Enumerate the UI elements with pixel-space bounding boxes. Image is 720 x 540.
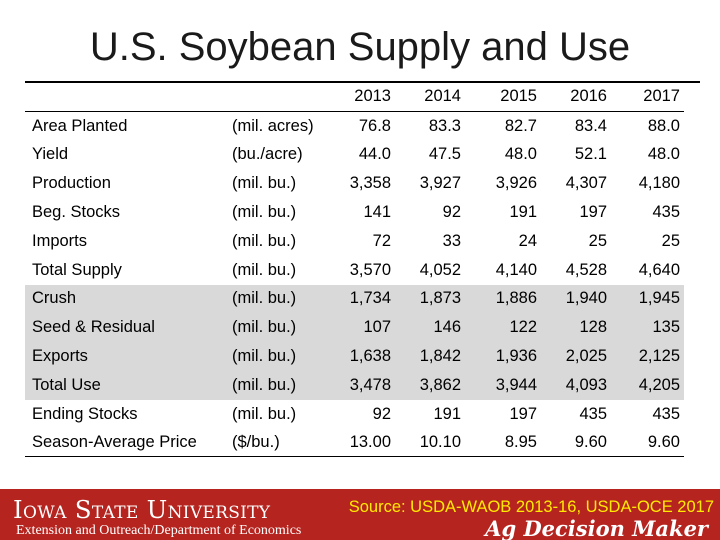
table-cell-value: 2,125 [611, 342, 684, 371]
row-label: Area Planted [32, 116, 128, 135]
table-cell-value: 48.0 [504, 145, 537, 164]
table-cell-value: 3,944 [465, 370, 541, 400]
table-cell-value: 197 [509, 404, 537, 423]
table-cell-value: 52.1 [574, 145, 607, 164]
table-cell-value: 128 [541, 313, 611, 343]
table-cell-value: 141 [363, 203, 391, 222]
table-cell-value: 92 [372, 404, 391, 423]
row-unit: (mil. bu.) [218, 313, 327, 343]
table-cell-value: 24 [518, 231, 537, 250]
row-label: Seed & Residual [25, 313, 218, 343]
table-cell-value: 197 [579, 203, 607, 222]
table-cell-value: 4,093 [541, 370, 611, 400]
table-cell-value: 47.5 [428, 145, 461, 164]
table-cell-value: 4,052 [419, 260, 461, 279]
table-cell-value: 72 [372, 231, 391, 250]
table-cell-value: 3,927 [419, 174, 461, 193]
table-cell-value: 191 [433, 404, 461, 423]
year-header: 2013 [327, 83, 395, 112]
row-unit: (bu./acre) [232, 145, 303, 164]
table-cell-value: 9.60 [611, 429, 684, 458]
year-header: 2015 [465, 83, 541, 112]
table-cell-value: 1,734 [327, 284, 395, 314]
table-cell-value: 10.10 [395, 429, 465, 458]
table-cell-value: 3,926 [495, 174, 537, 193]
table-cell-value: 4,180 [638, 174, 680, 193]
table-cell-value: 1,945 [611, 284, 684, 314]
table-cell-value: 1,873 [395, 284, 465, 314]
table-cell-value: 146 [395, 313, 465, 343]
row-unit: (mil. bu.) [218, 284, 327, 314]
table-cell-value: 48.0 [647, 145, 680, 164]
year-header: 2014 [395, 83, 465, 112]
row-label: Ending Stocks [32, 404, 138, 423]
slide-title: U.S. Soybean Supply and Use [89, 25, 631, 69]
table-cell-value: 8.95 [465, 429, 541, 458]
row-unit: (mil. bu.) [232, 174, 297, 193]
ag-decision-maker-logo: Ag Decision Maker [485, 516, 708, 540]
row-label: Beg. Stocks [32, 203, 121, 222]
table-cell-value: 44.0 [358, 145, 391, 164]
table-cell-value: 76.8 [358, 116, 391, 135]
row-unit: (mil. bu.) [232, 203, 297, 222]
table-cell-value: 13.00 [327, 429, 395, 458]
row-label: Crush [25, 284, 218, 314]
table-cell-value: 88.0 [647, 116, 680, 135]
department-text: Extension and Outreach/Department of Eco… [16, 523, 302, 538]
row-label: Total Supply [32, 260, 122, 279]
table-cell-value: 83.3 [428, 116, 461, 135]
header-blank-label [25, 83, 218, 112]
source-note: Source: USDA-WAOB 2013-16, USDA-OCE 2017 [348, 498, 714, 516]
row-unit: (mil. acres) [232, 116, 314, 135]
table-cell-value: 435 [652, 404, 680, 423]
table-cell-value: 3,570 [349, 260, 391, 279]
table-cell-value: 33 [442, 231, 461, 250]
footer-banner: Iowa State University Extension and Outr… [0, 489, 720, 540]
table-cell-value: 82.7 [504, 116, 537, 135]
university-logo-text: Iowa State University [13, 495, 271, 524]
table-cell-value: 1,886 [465, 284, 541, 314]
row-label: Imports [32, 231, 88, 250]
year-header: 2017 [611, 83, 684, 112]
row-unit: (mil. bu.) [218, 342, 327, 371]
table-cell-value: 4,528 [565, 260, 607, 279]
row-unit: ($/bu.) [218, 429, 327, 458]
title-divider [25, 81, 700, 83]
table-cell-value: 1,842 [395, 342, 465, 371]
table-cell-value: 4,140 [495, 260, 537, 279]
table-cell-value: 435 [652, 203, 680, 222]
row-unit: (mil. bu.) [232, 231, 297, 250]
row-label: Total Use [25, 370, 218, 400]
table-cell-value: 1,940 [541, 284, 611, 314]
table-cell-value: 1,936 [465, 342, 541, 371]
table-cell-value: 107 [327, 313, 395, 343]
table-cell-value: 4,640 [638, 260, 680, 279]
table-cell-value: 3,478 [327, 370, 395, 400]
table-cell-value: 135 [611, 313, 684, 343]
table-cell-value: 25 [661, 231, 680, 250]
table-cell-value: 9.60 [541, 429, 611, 458]
table-cell-value: 191 [509, 203, 537, 222]
table-cell-value: 1,638 [327, 342, 395, 371]
row-label: Yield [32, 145, 69, 164]
table-cell-value: 4,307 [565, 174, 607, 193]
table-cell-value: 122 [465, 313, 541, 343]
row-label: Exports [25, 342, 218, 371]
header-blank-unit [218, 83, 327, 112]
supply-use-table: 2013 2014 2015 2016 2017 Area Planted (mil. ac… [25, 83, 700, 458]
table-cell-value: 3,862 [395, 370, 465, 400]
table-cell-value: 3,358 [349, 174, 391, 193]
table-cell-value: 2,025 [541, 342, 611, 371]
row-unit: (mil. bu.) [218, 370, 327, 400]
table-cell-value: 435 [579, 404, 607, 423]
row-unit: (mil. bu.) [232, 404, 297, 423]
table-cell-value: 25 [588, 231, 607, 250]
table-cell-value: 83.4 [574, 116, 607, 135]
row-unit: (mil. bu.) [232, 260, 297, 279]
row-label: Production [32, 174, 111, 193]
table-cell-value: 92 [442, 203, 461, 222]
table-cell-value: 4,205 [611, 370, 684, 400]
year-header: 2016 [541, 83, 611, 112]
row-label: Season-Average Price [25, 429, 218, 458]
